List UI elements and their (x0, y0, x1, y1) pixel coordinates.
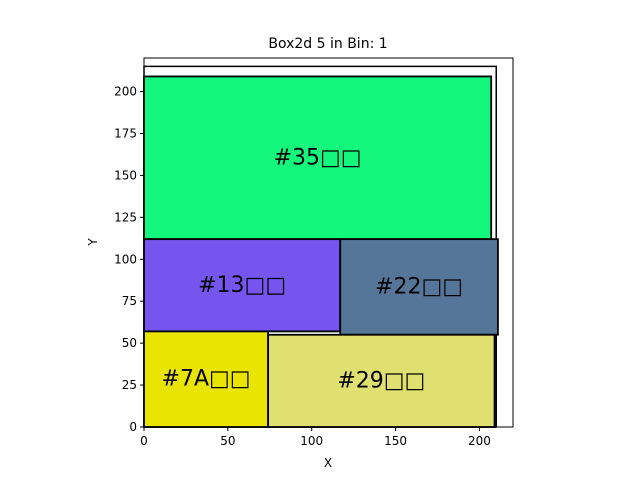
y-tick-label: 100 (114, 252, 137, 266)
x-axis-label: X (324, 456, 332, 470)
x-tick-label: 0 (140, 434, 148, 448)
box-rect (143, 75, 493, 241)
y-tick-label: 125 (114, 210, 137, 224)
y-tick-label: 75 (122, 294, 137, 308)
box-label: #35□□ (274, 145, 362, 170)
box-rect (267, 333, 496, 428)
y-tick-label: 200 (114, 85, 137, 99)
y-tick-label: 175 (114, 126, 137, 140)
box-rect (339, 238, 499, 336)
box-rect (143, 238, 342, 333)
x-tick-label: 50 (220, 434, 235, 448)
x-tick-label: 100 (300, 434, 323, 448)
y-axis-label: Y (86, 238, 100, 247)
box-4: #7A□□ (143, 330, 270, 428)
chart-title: Box2d 5 in Bin: 1 (268, 36, 387, 52)
axes-frame (143, 57, 514, 428)
box-label: #29□□ (337, 368, 425, 393)
x-tick-label: 200 (468, 434, 491, 448)
box-label: #22□□ (375, 274, 463, 299)
y-tick-label: 0 (129, 420, 137, 434)
boxes-layer: #35□□ #13□□ #22□□ #7A□□ #29□□ (143, 75, 499, 428)
box-label: #7A□□ (162, 367, 251, 392)
box-1: #35□□ (143, 75, 493, 241)
box-3: #22□□ (339, 238, 499, 336)
x-tick-label: 150 (384, 434, 407, 448)
y-tick-label: 50 (122, 336, 137, 350)
y-tick-label: 25 (122, 378, 137, 392)
y-tick-label: 150 (114, 168, 137, 182)
box-5: #29□□ (267, 333, 496, 428)
axes-layer: 0 50 100 150 200 0 25 50 75 100 125 150 175 200 (114, 57, 514, 448)
box-label: #13□□ (198, 273, 286, 298)
box-2: #13□□ (143, 238, 342, 333)
